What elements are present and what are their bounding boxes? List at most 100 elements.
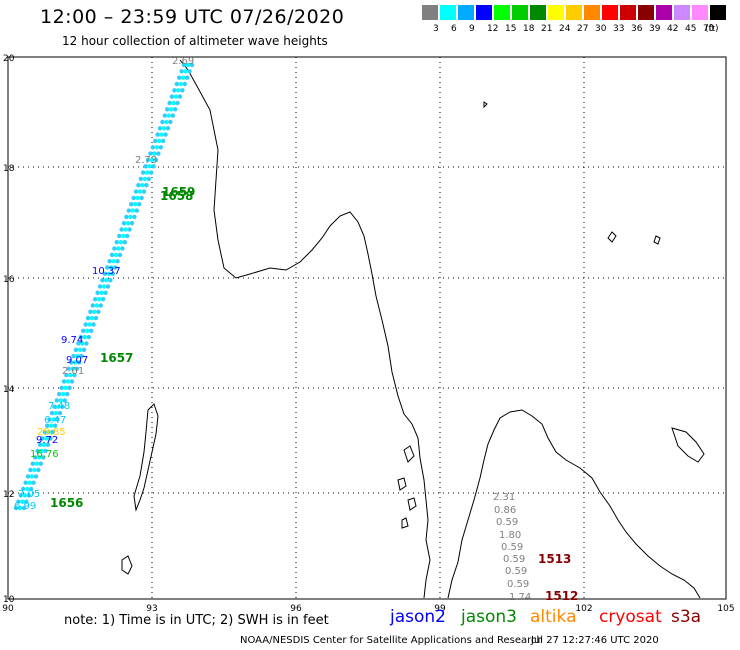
track-dot	[127, 227, 132, 232]
track-dot	[98, 303, 104, 308]
track-dot	[158, 145, 163, 150]
track-dot	[61, 379, 67, 384]
satellite-name: jason3	[461, 607, 517, 627]
track-dot	[153, 157, 159, 163]
track-dot	[141, 170, 146, 175]
track-dot	[46, 429, 51, 435]
track-dot	[77, 347, 83, 352]
track-dot	[42, 429, 47, 435]
legend-swatch	[656, 5, 672, 20]
east-track-value-label: 1.80	[499, 530, 521, 541]
track-dot	[101, 284, 107, 289]
legend-label: 33	[613, 24, 625, 34]
x-tick-label: 105	[717, 604, 734, 614]
track-dot	[92, 309, 97, 314]
legend-label: 24	[559, 24, 571, 34]
track-value-label: 2.01	[62, 366, 84, 377]
track-dot	[82, 334, 88, 340]
track-dot	[49, 423, 54, 428]
track-dot	[146, 176, 151, 182]
track-dot	[159, 132, 164, 137]
track-dot	[157, 126, 163, 131]
track-dot	[129, 221, 135, 226]
wave-height-labels: 10.37 9.74 9.072.01 2.73 2.69 6.47 7.48 29.859.…	[14, 56, 578, 603]
track-value-label: 7.48	[48, 401, 70, 412]
track-dot	[37, 442, 43, 447]
pass-number-label: 1513	[538, 552, 571, 566]
track-dot	[57, 391, 62, 397]
pass-number-label: 1512	[545, 589, 578, 603]
track-dot	[171, 100, 176, 106]
track-dot	[176, 88, 181, 93]
legend-swatch	[476, 5, 492, 20]
coastline-islands-a	[397, 445, 417, 529]
track-dot	[160, 119, 165, 125]
track-dot	[113, 252, 119, 258]
track-dot	[153, 138, 158, 144]
track-dot	[72, 372, 77, 378]
x-tick-label: 90	[2, 604, 14, 614]
track-dot	[70, 366, 76, 371]
track-dot	[80, 341, 85, 346]
track-dot	[181, 75, 186, 80]
x-tick-label: 96	[290, 604, 302, 614]
y-tick-label: 14	[3, 385, 15, 395]
legend-swatch	[440, 5, 456, 20]
coastlines	[121, 59, 705, 599]
coastline-peninsula	[447, 409, 701, 599]
legend-swatch	[584, 5, 600, 20]
track-dot	[132, 214, 137, 220]
track-dot	[93, 297, 98, 302]
track-dot	[157, 138, 162, 144]
legend-swatch	[548, 5, 564, 20]
track-dot	[65, 379, 71, 384]
coastline-island-west	[133, 403, 159, 512]
track-dot	[136, 183, 141, 188]
track-dot	[34, 461, 39, 466]
track-dot	[93, 315, 99, 321]
track-dot	[149, 170, 154, 175]
track-value-label: 29.85	[37, 427, 66, 438]
track-dot	[133, 189, 139, 194]
track-value-label: 1657	[100, 351, 133, 365]
track-value-label: 6.47	[44, 415, 66, 426]
track-dot	[63, 385, 68, 390]
track-dot	[107, 259, 112, 264]
track-value-label: 16.76	[30, 449, 59, 460]
track-dot	[143, 164, 148, 169]
track-dot	[85, 328, 90, 333]
track-dot	[148, 151, 153, 156]
track-dot	[156, 151, 161, 156]
track-dot	[79, 353, 84, 359]
track-dot	[104, 278, 109, 283]
track-dot	[105, 265, 110, 270]
track-dot	[139, 195, 144, 201]
track-dot	[78, 334, 84, 340]
track-dot	[108, 278, 113, 283]
east-track-value-label: 0.86	[494, 505, 516, 516]
satellite-name: s3a	[671, 607, 702, 627]
track-dot	[154, 145, 159, 150]
legend-swatch	[512, 5, 528, 20]
east-track-value-label: 0.59	[496, 517, 518, 528]
legend-swatch	[710, 5, 726, 20]
track-dot	[164, 119, 169, 125]
track-value-label: 2.69	[172, 56, 194, 67]
track-dot	[134, 208, 139, 213]
track-dot	[75, 353, 80, 359]
legend-label: 12	[487, 24, 499, 34]
track-dot	[40, 436, 45, 441]
track-dot	[125, 221, 131, 226]
track-dot	[165, 126, 171, 131]
satellite-name: jason2	[390, 607, 446, 627]
legend-label: 27	[577, 24, 589, 34]
track-dot	[149, 157, 155, 163]
track-dot	[33, 455, 38, 460]
legend-label: 42	[667, 24, 679, 34]
track-dot	[126, 208, 131, 213]
legend-label: 70	[703, 24, 715, 34]
track-dot	[174, 81, 179, 87]
legend-label: 3	[433, 24, 439, 34]
track-dot	[162, 113, 167, 118]
x-tick-label: 93	[146, 604, 157, 614]
